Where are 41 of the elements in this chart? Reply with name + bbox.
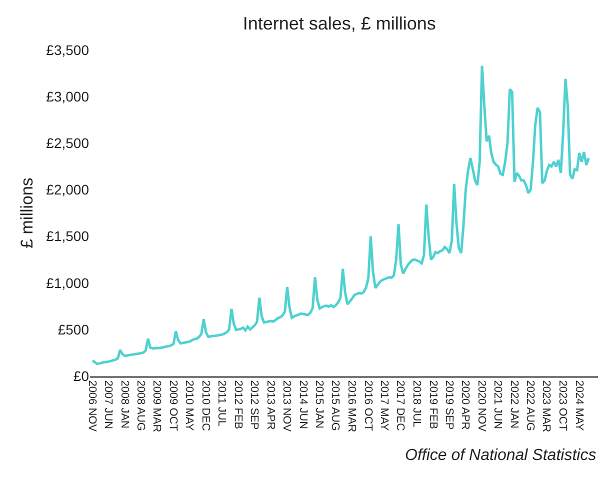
x-tick-label: 2009 OCT xyxy=(166,380,179,432)
y-tick-label: £2,000 xyxy=(46,182,90,198)
line-series xyxy=(91,64,590,366)
x-tick-label: 2022 AUG xyxy=(524,380,536,431)
x-tick-label: 2012 FEB xyxy=(232,380,244,430)
x-tick-label: 2023 OCT xyxy=(556,380,569,432)
x-tick-label: 2014 JUN xyxy=(296,380,309,430)
x-tick-label: 2019 FEB xyxy=(426,380,439,430)
text: Office of National Statistics xyxy=(405,447,596,464)
y-tick-label: £1,000 xyxy=(46,274,90,291)
x-tick-label: 2015 JAN xyxy=(313,380,326,429)
x-tick-label: 2013 APR xyxy=(264,380,276,430)
x-tick-label: 2010 MAY xyxy=(183,380,196,432)
x-tick-label: 2011 JUL xyxy=(216,380,228,426)
x-tick-label: 2008 JAN xyxy=(118,380,130,429)
y-axis-title: £ millions xyxy=(18,178,37,248)
x-tick-label: 2018 JUL xyxy=(410,380,422,428)
x-tick-label: 2017 MAY xyxy=(378,380,390,432)
x-tick-label: 2009 MAR xyxy=(150,380,163,432)
x-tick-label: 2024 MAY xyxy=(572,380,585,432)
x-tick-label: 2017 DEC xyxy=(394,380,406,432)
x-tick-label: 2020 APR xyxy=(459,380,472,430)
x-tick-label: 2007 JUN xyxy=(102,380,114,430)
y-tick-label: £2,500 xyxy=(46,135,90,152)
x-tick-label: 2021 JUN xyxy=(492,380,504,430)
x-tick-label: 2022 JAN xyxy=(508,380,520,429)
y-tick-label: £1,500 xyxy=(46,228,90,244)
x-tick-label: 2010 DEC xyxy=(199,380,212,432)
x-tick-label: 2020 NOV xyxy=(475,380,488,432)
x-tick-label: 2019 SEP xyxy=(442,380,455,430)
x-tick-label: 2008 AUG xyxy=(134,380,146,431)
x-tick-label: 2023 MAR xyxy=(540,380,552,432)
y-tick-label: £500 xyxy=(58,321,90,338)
chart-title: Internet sales, £ millions xyxy=(242,13,436,34)
x-tick-label: 2013 NOV xyxy=(280,380,293,432)
x-tick-label: 2016 MAR xyxy=(345,380,358,432)
x-tick-label: 2016 OCT xyxy=(362,380,374,432)
y-tick-label: £3,000 xyxy=(46,88,90,104)
y-tick-label: £3,500 xyxy=(46,42,90,58)
x-tick-label: 2015 AUG xyxy=(329,380,342,431)
x-tick-label: 2012 SEP xyxy=(248,380,260,430)
